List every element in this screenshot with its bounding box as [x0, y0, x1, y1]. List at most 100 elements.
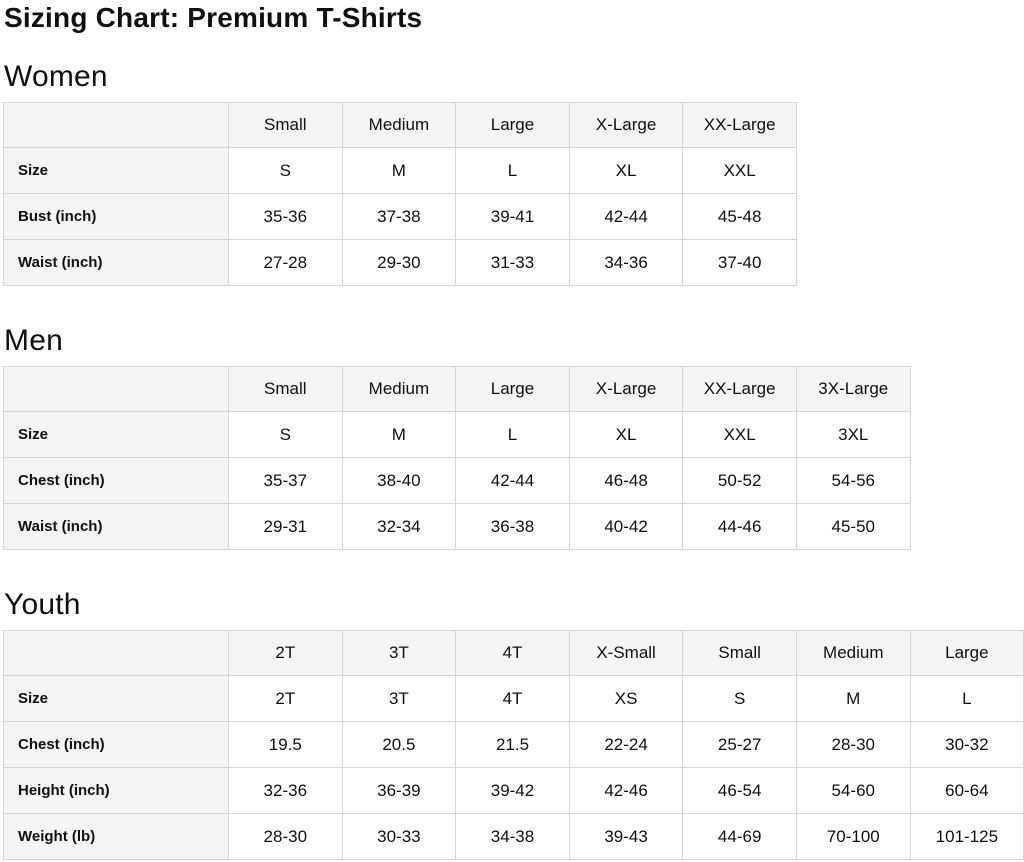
column-header: Large — [455, 366, 570, 412]
value-cell: 3T — [341, 675, 457, 722]
value-cell: 22-24 — [568, 721, 684, 768]
row-label: Size — [3, 147, 229, 194]
corner-cell — [3, 630, 229, 676]
value-cell: 39-43 — [568, 813, 684, 860]
value-cell: 54-56 — [795, 457, 911, 504]
column-header: Small — [682, 630, 797, 676]
column-header: XX-Large — [682, 102, 797, 148]
value-cell: 37-40 — [682, 239, 797, 286]
value-cell: 32-34 — [341, 503, 457, 550]
value-cell: XXL — [682, 411, 797, 458]
column-header: X-Large — [568, 102, 684, 148]
value-cell: 40-42 — [568, 503, 684, 550]
size-tables-container: Women Small Medium Large X-Large XX-Large Size… — [3, 59, 1024, 860]
row-label: Waist (inch) — [3, 503, 229, 550]
column-header: Medium — [341, 102, 457, 148]
row-label: Size — [3, 411, 229, 458]
value-cell: S — [682, 675, 797, 722]
value-cell: 28-30 — [228, 813, 343, 860]
value-cell: 4T — [455, 675, 570, 722]
section-heading-women: Women — [4, 60, 108, 93]
value-cell: 2T — [228, 675, 343, 722]
value-cell: 34-36 — [568, 239, 684, 286]
value-cell: XL — [568, 411, 684, 458]
column-header: X-Large — [568, 366, 684, 412]
row-label: Weight (lb) — [3, 813, 229, 860]
column-header: XX-Large — [682, 366, 797, 412]
value-cell: 42-44 — [568, 193, 684, 240]
value-cell: 35-36 — [228, 193, 343, 240]
value-cell: 32-36 — [228, 767, 343, 814]
column-header: 3X-Large — [795, 366, 911, 412]
table-row: Height (inch) 32-36 36-39 39-42 42-46 46-54 54… — [3, 767, 1024, 814]
value-cell: L — [455, 147, 570, 194]
column-header: 2T — [228, 630, 343, 676]
value-cell: 50-52 — [682, 457, 797, 504]
column-header: Large — [455, 102, 570, 148]
value-cell: 45-50 — [795, 503, 911, 550]
column-header: Large — [909, 630, 1024, 676]
column-header: Medium — [341, 366, 457, 412]
value-cell: S — [228, 411, 343, 458]
column-header: Small — [228, 366, 343, 412]
column-header: 4T — [455, 630, 570, 676]
column-header: Medium — [795, 630, 911, 676]
row-label: Bust (inch) — [3, 193, 229, 240]
row-label: Size — [3, 675, 229, 722]
table-row: Size S M L XL XXL — [3, 147, 797, 194]
column-header: Small — [228, 102, 343, 148]
value-cell: 42-46 — [568, 767, 684, 814]
value-cell: XS — [568, 675, 684, 722]
table-row: Size 2T 3T 4T XS S M L — [3, 675, 1024, 722]
size-table-women: Small Medium Large X-Large XX-Large Size S M L XL… — [3, 102, 797, 286]
table-row: Chest (inch) 19.5 20.5 21.5 22-24 25-27 28-30 3… — [3, 721, 1024, 768]
value-cell: 34-38 — [455, 813, 570, 860]
value-cell: 44-69 — [682, 813, 797, 860]
column-header: X-Small — [568, 630, 684, 676]
value-cell: 39-41 — [455, 193, 570, 240]
table-row: Chest (inch) 35-37 38-40 42-44 46-48 50-52 54-… — [3, 457, 911, 504]
header-row: Small Medium Large X-Large XX-Large 3X-Large — [3, 366, 911, 412]
header-row: Small Medium Large X-Large XX-Large — [3, 102, 797, 148]
table-row: Waist (inch) 29-31 32-34 36-38 40-42 44-46 45-… — [3, 503, 911, 550]
table-row: Bust (inch) 35-36 37-38 39-41 42-44 45-48 — [3, 193, 797, 240]
value-cell: 3XL — [795, 411, 911, 458]
value-cell: 21.5 — [455, 721, 570, 768]
value-cell: 31-33 — [455, 239, 570, 286]
value-cell: 46-54 — [682, 767, 797, 814]
value-cell: 37-38 — [341, 193, 457, 240]
value-cell: L — [455, 411, 570, 458]
value-cell: 42-44 — [455, 457, 570, 504]
row-label: Chest (inch) — [3, 721, 229, 768]
value-cell: XXL — [682, 147, 797, 194]
row-label: Chest (inch) — [3, 457, 229, 504]
value-cell: 27-28 — [228, 239, 343, 286]
value-cell: 30-33 — [341, 813, 457, 860]
value-cell: 30-32 — [909, 721, 1024, 768]
size-table-youth: 2T 3T 4T X-Small Small Medium Large Size 2T 3T 4T X… — [3, 630, 1024, 860]
value-cell: S — [228, 147, 343, 194]
value-cell: 19.5 — [228, 721, 343, 768]
value-cell: 29-31 — [228, 503, 343, 550]
row-label: Waist (inch) — [3, 239, 229, 286]
value-cell: 36-38 — [455, 503, 570, 550]
value-cell: 38-40 — [341, 457, 457, 504]
section-heading-men: Men — [4, 324, 63, 357]
value-cell: 44-46 — [682, 503, 797, 550]
value-cell: 20.5 — [341, 721, 457, 768]
corner-cell — [3, 102, 229, 148]
size-table-men: Small Medium Large X-Large XX-Large 3X-Large S… — [3, 366, 911, 550]
value-cell: 54-60 — [795, 767, 911, 814]
value-cell: L — [909, 675, 1024, 722]
value-cell: 45-48 — [682, 193, 797, 240]
value-cell: 28-30 — [795, 721, 911, 768]
value-cell: 25-27 — [682, 721, 797, 768]
table-row: Size S M L XL XXL 3XL — [3, 411, 911, 458]
value-cell: 36-39 — [341, 767, 457, 814]
page-title: Sizing Chart: Premium T-Shirts — [4, 2, 423, 33]
column-header: 3T — [341, 630, 457, 676]
value-cell: 29-30 — [341, 239, 457, 286]
value-cell: M — [795, 675, 911, 722]
value-cell: 46-48 — [568, 457, 684, 504]
